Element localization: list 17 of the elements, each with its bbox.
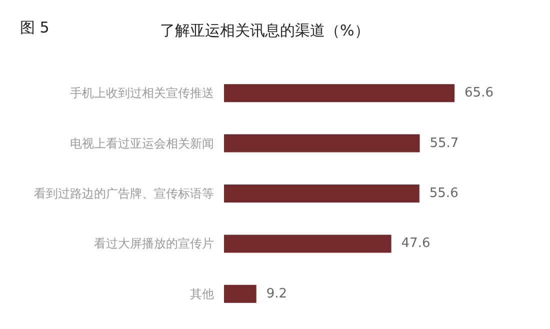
y-tick-label: 手机上收到过相关宣传推送 [70,86,214,100]
data-label: 9.2 [266,286,288,302]
bar [224,284,256,303]
data-label: 55.6 [429,186,458,201]
data-label: 65.6 [464,86,494,101]
y-tick-label: 看过大屏播放的宣传片 [94,236,214,251]
y-tick-label: 电视上看过亚运会相关新闻 [70,136,214,150]
bar [224,234,392,253]
bar [224,84,455,102]
chart-title: 了解亚运相关讯息的渠道（%） [160,22,370,40]
caption: 图 5 [20,18,50,36]
bar [224,184,420,202]
y-tick-label: 看到过路边的广告牌、宣传标语等 [34,186,214,200]
y-tick-label: 其他 [190,286,214,301]
data-label: 55.7 [430,136,459,151]
bar [224,134,420,152]
data-label: 47.6 [401,236,430,252]
